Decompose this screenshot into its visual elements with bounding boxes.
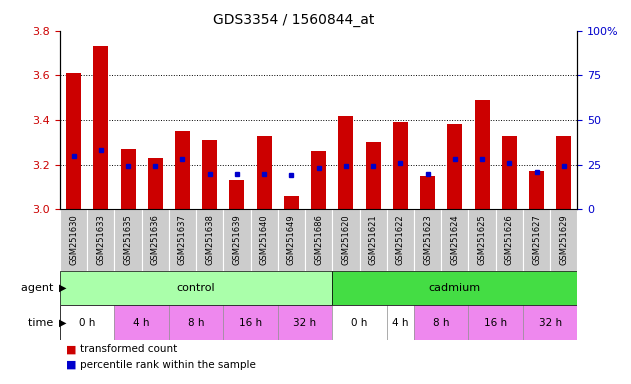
Text: GSM251629: GSM251629 (559, 215, 569, 265)
Bar (196, 209, 223, 271)
Bar (333, 209, 360, 271)
Bar (223, 305, 278, 340)
Text: GSM251639: GSM251639 (232, 215, 242, 265)
Text: GSM251637: GSM251637 (178, 215, 187, 265)
Text: percentile rank within the sample: percentile rank within the sample (80, 360, 256, 370)
Bar (148, 158, 163, 209)
Text: GSM251633: GSM251633 (97, 215, 105, 265)
Text: GSM251625: GSM251625 (478, 215, 487, 265)
Bar (257, 136, 272, 209)
Bar (278, 209, 305, 271)
Bar (93, 46, 109, 209)
Bar (87, 209, 114, 271)
Bar (333, 271, 577, 305)
Bar (284, 196, 299, 209)
Bar (414, 209, 441, 271)
Bar (141, 209, 169, 271)
Bar (60, 271, 333, 305)
Text: GSM251622: GSM251622 (396, 215, 405, 265)
Text: 8 h: 8 h (188, 318, 204, 328)
Bar (387, 209, 414, 271)
Bar (230, 180, 244, 209)
Bar (114, 209, 141, 271)
Bar (475, 100, 490, 209)
Bar (550, 209, 577, 271)
Text: ▶: ▶ (59, 318, 67, 328)
Bar (557, 136, 571, 209)
Text: GSM251620: GSM251620 (341, 215, 350, 265)
Text: 16 h: 16 h (484, 318, 507, 328)
Bar (223, 209, 251, 271)
Bar (169, 209, 196, 271)
Text: 0 h: 0 h (79, 318, 95, 328)
Text: GSM251649: GSM251649 (287, 215, 296, 265)
Bar (468, 209, 496, 271)
Bar (496, 209, 523, 271)
Bar (169, 305, 223, 340)
Text: ▶: ▶ (59, 283, 67, 293)
Text: 32 h: 32 h (539, 318, 562, 328)
Bar (278, 305, 333, 340)
Text: 32 h: 32 h (293, 318, 317, 328)
Text: cadmium: cadmium (428, 283, 481, 293)
Bar (60, 209, 87, 271)
Bar (360, 209, 387, 271)
Text: transformed count: transformed count (80, 344, 177, 354)
Bar (387, 305, 414, 340)
Bar (468, 305, 523, 340)
Bar (251, 209, 278, 271)
Bar (523, 305, 577, 340)
Text: GSM251624: GSM251624 (451, 215, 459, 265)
Bar (114, 305, 169, 340)
Bar (447, 124, 463, 209)
Bar (502, 136, 517, 209)
Text: 16 h: 16 h (239, 318, 262, 328)
Text: 4 h: 4 h (392, 318, 409, 328)
Bar (305, 209, 333, 271)
Bar (311, 151, 326, 209)
Text: ■: ■ (66, 360, 77, 370)
Text: GSM251621: GSM251621 (369, 215, 377, 265)
Bar (338, 116, 353, 209)
Bar (393, 122, 408, 209)
Bar (175, 131, 190, 209)
Text: GSM251636: GSM251636 (151, 215, 160, 265)
Text: GSM251640: GSM251640 (260, 215, 269, 265)
Text: 0 h: 0 h (351, 318, 368, 328)
Bar (121, 149, 136, 209)
Bar (420, 176, 435, 209)
Text: agent: agent (21, 283, 57, 293)
Text: GSM251623: GSM251623 (423, 215, 432, 265)
Text: control: control (177, 283, 215, 293)
Bar (365, 142, 380, 209)
Bar (414, 305, 468, 340)
Text: GSM251638: GSM251638 (205, 215, 214, 265)
Text: time: time (28, 318, 57, 328)
Text: GSM251630: GSM251630 (69, 215, 78, 265)
Text: GSM251626: GSM251626 (505, 215, 514, 265)
Bar (529, 171, 544, 209)
Bar (523, 209, 550, 271)
Text: 8 h: 8 h (433, 318, 449, 328)
Bar (441, 209, 468, 271)
Bar (333, 305, 387, 340)
Text: 4 h: 4 h (133, 318, 150, 328)
Text: GDS3354 / 1560844_at: GDS3354 / 1560844_at (213, 13, 374, 27)
Text: ■: ■ (66, 344, 77, 354)
Bar (66, 73, 81, 209)
Bar (202, 140, 217, 209)
Text: GSM251635: GSM251635 (124, 215, 133, 265)
Text: GSM251686: GSM251686 (314, 215, 323, 265)
Bar (60, 305, 114, 340)
Text: GSM251627: GSM251627 (532, 215, 541, 265)
